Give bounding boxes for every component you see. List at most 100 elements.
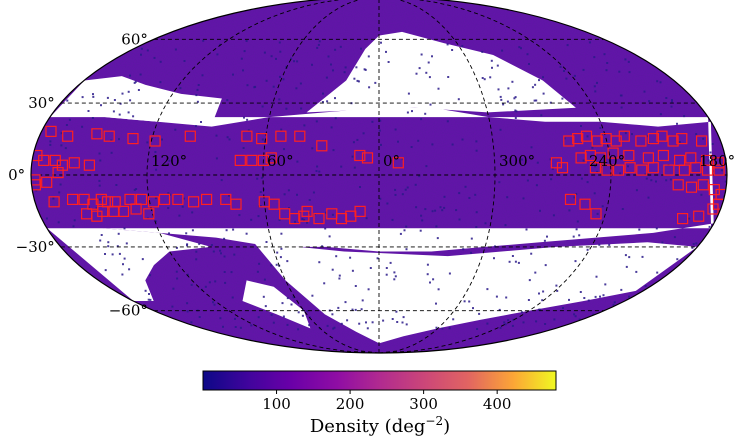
density-dot	[415, 206, 418, 209]
density-dot	[360, 308, 363, 311]
density-dot	[389, 261, 392, 264]
density-dot	[593, 56, 596, 59]
density-dot	[673, 236, 676, 239]
density-dot	[326, 100, 329, 103]
density-dot	[575, 193, 578, 195]
density-dot	[395, 310, 398, 313]
source-marker	[612, 164, 625, 176]
density-dot	[306, 310, 309, 313]
density-dot	[317, 43, 320, 46]
density-dot	[332, 149, 335, 152]
density-dot	[196, 88, 199, 91]
density-dot	[431, 143, 434, 146]
density-dot	[535, 184, 538, 187]
density-dot	[576, 220, 579, 223]
density-dot	[401, 193, 404, 196]
source-marker	[38, 154, 50, 166]
density-dot	[321, 101, 324, 103]
density-dot	[191, 211, 194, 214]
source-marker	[672, 179, 684, 191]
density-dot	[476, 328, 479, 330]
density-dot	[424, 112, 427, 115]
source-marker	[618, 130, 630, 142]
density-dot	[521, 158, 523, 161]
density-dot	[261, 138, 264, 141]
density-dot	[635, 189, 638, 192]
density-dot	[219, 249, 222, 252]
source-marker	[695, 135, 708, 147]
density-dot	[514, 260, 517, 263]
density-dot	[420, 214, 423, 217]
density-dot	[172, 287, 175, 290]
density-dot	[303, 124, 306, 127]
density-dot	[367, 55, 370, 58]
density-dot	[286, 323, 289, 326]
density-dot	[171, 305, 174, 308]
density-dot	[441, 209, 444, 212]
source-marker	[656, 130, 668, 142]
density-dot	[643, 90, 646, 93]
density-dot	[573, 74, 576, 77]
density-dot	[394, 275, 397, 278]
source-marker	[188, 196, 200, 208]
density-dot	[296, 160, 299, 163]
density-dot	[98, 152, 101, 155]
density-dot	[290, 57, 293, 60]
density-dot	[331, 213, 334, 216]
density-dot	[518, 46, 521, 49]
density-dot	[619, 172, 622, 175]
density-dot	[331, 313, 334, 316]
density-dot	[535, 99, 538, 102]
density-dot	[275, 57, 277, 60]
density-dot	[481, 50, 484, 53]
density-dot	[344, 66, 347, 69]
density-dot	[376, 257, 379, 260]
density-dot	[599, 127, 602, 129]
density-dot	[225, 229, 228, 232]
density-dot	[578, 318, 581, 321]
density-dot	[282, 315, 285, 318]
density-dot	[333, 326, 336, 329]
density-dot	[511, 324, 514, 327]
density-dot	[457, 98, 460, 101]
density-dot	[364, 68, 367, 71]
density-dot	[259, 205, 262, 208]
density-dot	[195, 258, 198, 261]
density-dot	[586, 181, 589, 184]
density-dot	[234, 326, 237, 328]
density-dot	[500, 98, 503, 101]
density-dot	[297, 328, 300, 331]
density-dot	[174, 128, 177, 131]
density-dot	[210, 244, 213, 246]
density-dot	[270, 313, 273, 316]
source-marker	[313, 213, 325, 225]
density-dot	[396, 321, 399, 323]
density-dot	[282, 78, 285, 81]
density-dot	[178, 214, 181, 217]
density-dot	[330, 63, 332, 66]
empty-region	[47, 228, 211, 301]
density-dot	[580, 177, 583, 180]
density-dot	[253, 86, 256, 89]
density-dot	[168, 159, 171, 162]
density-dot	[708, 225, 711, 228]
density-dot	[382, 319, 385, 322]
density-dot	[555, 284, 558, 287]
density-dot	[495, 295, 498, 298]
source-marker	[62, 130, 74, 142]
density-dot	[279, 75, 281, 78]
density-dot	[393, 278, 396, 281]
density-dot	[439, 206, 442, 209]
density-dot	[628, 256, 631, 259]
density-dot	[385, 273, 388, 276]
source-marker	[201, 193, 213, 205]
density-dot	[59, 183, 62, 186]
density-dot	[175, 246, 178, 249]
density-dot	[504, 224, 507, 227]
density-dot	[334, 97, 336, 100]
density-dot	[186, 302, 189, 305]
density-dot	[104, 253, 106, 255]
density-dot	[472, 307, 474, 310]
density-dot	[533, 99, 536, 102]
density-dot	[380, 143, 382, 146]
